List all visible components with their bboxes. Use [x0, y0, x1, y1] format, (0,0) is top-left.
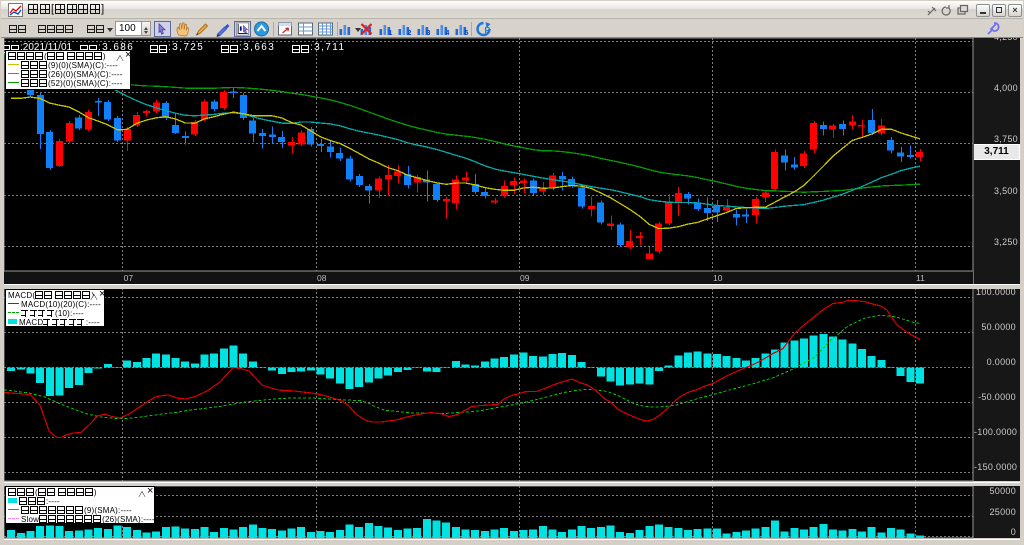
svg-text:3: 3: [427, 30, 431, 37]
svg-text:1: 1: [389, 30, 393, 37]
svg-text:2: 2: [408, 30, 412, 37]
svg-text:4: 4: [446, 30, 450, 37]
svg-text:R: R: [485, 26, 491, 35]
svg-text:5: 5: [465, 30, 469, 37]
